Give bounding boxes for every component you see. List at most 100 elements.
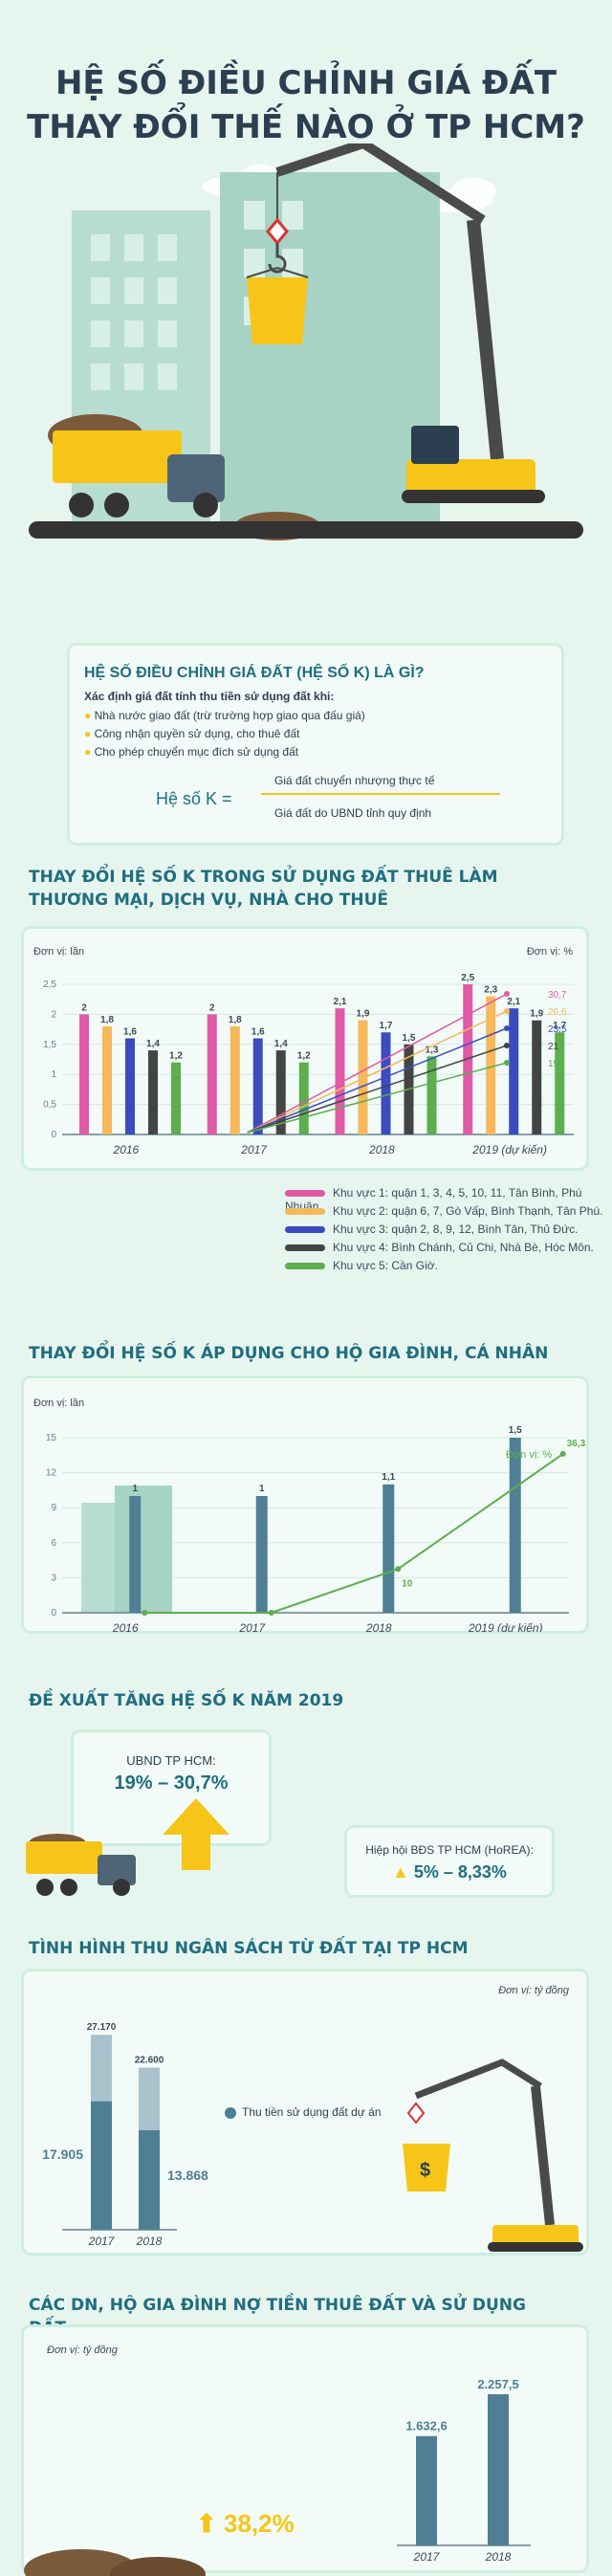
formula-denominator: Giá đất do UBND tỉnh quy định [274,806,432,820]
percent-trend-line [247,1045,508,1134]
y-tick-label: 2,5 [43,980,56,990]
ground-road [29,521,583,539]
percent-label: 30,7 [548,990,567,1001]
bar [555,1032,565,1134]
bar [416,2435,437,2545]
percent-point [504,1060,510,1066]
chart5-card: Đơn vị: tỷ đồng 1.632,6 2017 2.257,5 2018 ⬆… [21,2324,589,2576]
x-tick-label: 2017 [413,2550,441,2564]
bar-value-label: 1,9 [530,1009,543,1020]
percent-label: 19 [548,1059,559,1069]
chart2-unit-right: Đơn vị: % [506,1449,553,1461]
crane-icon: $ [403,2059,583,2252]
bar-value-label: 1 [259,1484,265,1494]
bar-value-label: 1,1 [382,1472,395,1483]
chart1-unit-right: Đơn vị: % [526,946,573,958]
legend-item: Khu vực 2: quận 6, 7, Gò Vấp, Bình Thạnh… [285,1204,602,1218]
bar [275,1050,286,1134]
chart1-card: Đơn vị: lần Đơn vị: % 0 0,5 1 1,5 2 2,5 2 1,8 1,… [21,926,589,1171]
legend-swatch [285,1263,325,1270]
formula-numerator: Giá đất chuyển nhượng thực tế [261,774,500,795]
crane-icon [246,143,545,503]
bar [509,1438,521,1613]
bar [463,984,473,1134]
legend-item: Khu vực 4: Bình Chánh, Củ Chi, Nhà Bè, H… [285,1241,594,1254]
x-tick-label: 2017 [240,1143,268,1156]
title-line-2: THAY ĐỔI THẾ NÀO Ở TP HCM? [27,108,585,146]
bar-value-label: 1,7 [553,1021,566,1031]
bar [486,996,496,1134]
percent-label: 21 [548,1042,559,1052]
bar-value-label: 2,1 [334,997,347,1007]
bar [255,1496,268,1613]
y-tick-label: 0,5 [43,1100,56,1111]
y-tick-label: 15 [46,1433,57,1443]
chart1-unit-left: Đơn vị: lần [33,946,85,958]
total-label: 27.170 [87,2022,117,2033]
bar [148,1050,158,1134]
title-line-1: HỆ SỐ ĐIỀU CHỈNH GIÁ ĐẤT [55,64,557,102]
up-arrow-icon: ▲ [392,1862,409,1882]
bar-value-label: 2,5 [461,973,474,983]
chart4-legend: Thu tiền sử dụng đất dự án [225,2105,382,2119]
x-tick-label: 2017 [238,1621,266,1632]
horea-value-wrap: ▲ 5% – 8,33% [347,1862,552,1882]
x-tick-label: 2018 [368,1143,395,1156]
chart4-unit: Đơn vị: tỷ đồng [498,1985,569,1996]
legend-item: Khu vực 3: quận 2, 8, 9, 12, Bình Tân, T… [285,1222,578,1236]
bar-value-label: 1 [132,1484,138,1494]
percent-point [268,1610,274,1616]
bar-value-label: 1,8 [229,1015,242,1025]
percent-point [559,1450,566,1457]
chart4-card: Đơn vị: tỷ đồng 27.170 2017 22.600 2018 17.9… [21,1969,589,2256]
y-tick-label: 12 [46,1468,57,1479]
legend-item: Khu vực 5: Cần Giờ. [285,1259,438,1272]
chart2-svg: 0 3 6 9 12 15 1 2016 1 2017 1,1 2018 1,5 2019 (dự kiế… [46,1425,586,1632]
y-tick-label: 1 [51,1069,56,1080]
bullet-item: ● Công nhận quyền sử dụng, cho thuê đất [84,727,300,740]
y-tick-label: 1,5 [43,1040,56,1050]
y-tick-label: 0 [51,1608,56,1618]
bar-value-label: 1,6 [251,1027,265,1038]
horea-label: Hiệp hội BĐS TP HCM (HoREA): [365,1843,534,1857]
bar-value-label: 1,9 [357,1009,370,1020]
x-tick-label: 2018 [485,2550,512,2564]
legend-swatch [285,1226,325,1234]
percent-line [144,1453,564,1614]
y-tick-label: 0 [51,1130,56,1140]
x-tick-label: 2019 (dự kiến) [471,1143,547,1156]
chart2-card: Đơn vị: lần 0 3 6 9 12 15 1 2016 1 2017 1,1 2018 1,5… [21,1376,589,1634]
bar [509,1008,519,1134]
bullet-item: ● Cho phép chuyển mục đích sử dụng đất [84,745,299,759]
bar [207,1014,217,1134]
definition-intro: Xác định giá đất tính thu tiền sử dụng đ… [84,690,335,703]
y-tick-label: 6 [51,1538,56,1549]
x-tick-label: 2018 [365,1621,392,1632]
bar-value-label: 1,2 [297,1051,311,1062]
bar-value-label: 2 [81,1002,87,1013]
chart5-svg: 1.632,6 2017 2.257,5 2018 [397,2377,531,2564]
bar [488,2393,509,2545]
percent-label: 36,3 [567,1439,586,1449]
bar-value-label: 2,1 [507,997,520,1007]
bar-value-label: 1,5 [403,1033,416,1044]
bullet-item: ● Nhà nước giao đất (trừ trường hợp giao… [84,709,365,722]
y-tick-label: 3 [51,1573,56,1583]
definition-bullets: ● Nhà nước giao đất (trừ trường hợp giao… [84,707,365,761]
bar-value-label: 2,3 [484,985,497,996]
legend-swatch [285,1244,325,1252]
formula-lhs: Hệ số K = [156,789,232,808]
construction-illustration [29,143,583,540]
percent-trend-line [247,1062,508,1134]
bar-value-label: 2 [209,1002,215,1013]
ubnd-label: UBND TP HCM: [126,1753,216,1768]
bar [129,1496,142,1613]
chart4-svg: 27.170 2017 22.600 2018 17.905 13.868 [42,2022,208,2248]
percent-point [504,991,510,997]
bar-value-label: 13.868 [167,2168,208,2183]
percent-label: 10 [402,1578,413,1589]
section1-title: THAY ĐỔI HỆ SỐ K TRONG SỬ DỤNG ĐẤT THUÊ … [29,868,498,910]
x-tick-label: 2016 [113,1143,140,1156]
section4-title: TÌNH HÌNH THU NGÂN SÁCH TỪ ĐẤT TẠI TP HC… [29,1939,469,1958]
truck-icon [48,414,225,517]
